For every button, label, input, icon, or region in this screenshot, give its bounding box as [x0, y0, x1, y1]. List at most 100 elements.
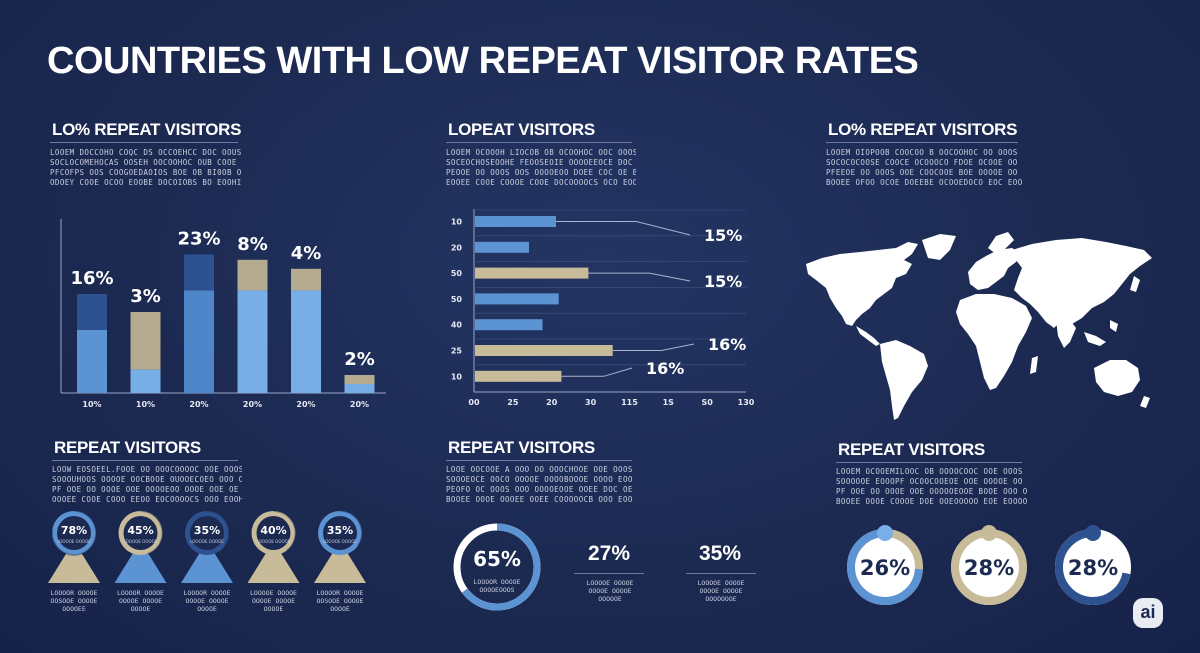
donut-face [955, 533, 1023, 601]
heading-rule [446, 142, 632, 143]
cone-caption: LOOOOR OOOOE OOSOOE OOOOE OOOOE [316, 589, 364, 613]
cone-caption: LOOOOR OOOOE OOOOE OOOOE OOOOE [183, 589, 231, 613]
bar-data-label: 8% [237, 234, 268, 255]
x-tick-label: 20% [189, 400, 208, 409]
donut-label: 28% [964, 556, 1014, 580]
donut-dot [1085, 525, 1101, 541]
north-america-shape [806, 242, 918, 326]
y-tick-label: 50 [451, 269, 463, 278]
cone-caption: LOOOOE OOOOE OOOOE OOOOE OOOOE [250, 589, 297, 613]
x-tick-label: S0 [701, 398, 713, 407]
heading-rule [52, 460, 238, 461]
cone-shape [114, 541, 167, 583]
japan-shape [1130, 276, 1140, 292]
stat-value: 27% [588, 542, 631, 565]
donut-arc [273, 510, 297, 552]
bar-segment [77, 294, 107, 330]
annotation-leader [612, 343, 695, 351]
bar-data-label: 3% [130, 286, 161, 307]
cone-donut-row: 78% LOOOOE OOOOE 45% LOOOOE OOOOE 35% LOOOOE … [48, 510, 366, 583]
section-body: LOOW EOSOEEL.FOOE OO OOOCOOOOC OOE OOOS … [52, 465, 242, 504]
donut-label: 45% [127, 524, 153, 537]
section-heading: LO% REPEAT VISITORS [52, 120, 242, 139]
section-heading: LOPEAT VISITORS [448, 120, 595, 139]
bar [475, 370, 562, 382]
cone-caption: LOOOOR OOOOE OOOOE OOOOE OOOOE [117, 589, 164, 613]
donut-sub: LOOOOE OOOOE [57, 539, 91, 544]
heading-rule [836, 462, 1022, 463]
section-body: LOOEM OCOOEMILOOC OB OOOOCOOC OOE OOOS F… [836, 467, 1028, 506]
new-zealand-shape [1140, 396, 1150, 408]
bar [475, 216, 556, 227]
madagascar-shape [1030, 356, 1038, 374]
horizontal-bar-chart: 10 20 50 50 40 25 10 00 25 20 30 115 1S S0 130 15% 15% 16… [451, 209, 755, 407]
x-tick-label: 10% [136, 400, 155, 409]
y-tick-label: 50 [451, 295, 463, 304]
scandinavia-shape [988, 232, 1014, 254]
x-tick-label: 115 [621, 398, 638, 407]
donut-dot [981, 525, 997, 541]
africa-shape [956, 294, 1032, 390]
section-body: LOOEM DOCCOHO COQC DS OCCOEHCC DOC OOUS … [50, 148, 242, 187]
australia-shape [1094, 360, 1140, 396]
donut-hole [256, 516, 291, 550]
donut-arc [951, 528, 1027, 605]
cone-shape [48, 541, 100, 583]
bar-segment [184, 290, 214, 393]
bar [475, 241, 529, 253]
y-tick-label: 25 [451, 347, 463, 356]
donut-label: 35% [194, 524, 220, 537]
y-tick-label: 10 [451, 218, 463, 227]
bar-data-label: 4% [291, 243, 322, 264]
bar [475, 319, 543, 331]
cone-shape [181, 541, 233, 583]
bar-segment [344, 384, 375, 393]
annotation-label: 15% [704, 272, 742, 291]
bar-data-label: 16% [70, 268, 113, 289]
donut-arc [461, 523, 541, 611]
annotation-leader [556, 221, 691, 236]
x-tick-label: 10% [82, 400, 101, 409]
section-body: LOOEM OIOPOOB COOCOO B OOCOOHOC OO OOOS … [826, 148, 1022, 187]
annotation-label: 16% [708, 335, 746, 354]
donut-label: 65% [473, 547, 521, 571]
page-title: COUNTRIES WITH LOW REPEAT VISITOR RATES [47, 40, 919, 82]
donut-hole [190, 516, 224, 550]
bar-segment [291, 290, 321, 393]
bar-segment [184, 254, 214, 291]
bar-segment [77, 330, 107, 393]
southeast-asia-shape [1084, 332, 1106, 346]
annotation-label: 16% [646, 359, 684, 378]
donut-sub: LOOOOE OOOOE [323, 539, 357, 544]
donut-hole [123, 516, 158, 550]
x-tick-label: 30 [585, 398, 597, 407]
stat-value: 35% [699, 542, 742, 565]
bar-segment [130, 312, 161, 370]
annotation-leader [561, 367, 633, 377]
x-tick-label: 20% [350, 400, 369, 409]
cone-shape [247, 541, 300, 583]
europe-shape [968, 248, 1022, 290]
asia-shape [1012, 238, 1152, 328]
donut-arc [51, 510, 97, 556]
donut-arc [140, 510, 164, 555]
donut-arc [339, 510, 363, 547]
donut-label: 26% [860, 556, 910, 580]
donut-arc [1055, 528, 1131, 605]
section-heading: REPEAT VISITORS [448, 438, 595, 457]
cone-caption: LOOOOR OOOOE OOSOOE OOOOE OOOOEE [50, 589, 98, 613]
donut-hole [57, 516, 91, 550]
section-heading: REPEAT VISITORS [54, 438, 201, 457]
bar [475, 267, 589, 279]
heading-rule [446, 460, 632, 461]
greenland-shape [922, 234, 956, 260]
bar-segment [237, 259, 268, 291]
donut-face [851, 533, 919, 601]
annotation-label: 15% [704, 226, 742, 245]
x-tick-label: 00 [468, 398, 480, 407]
bar [475, 293, 559, 305]
heading-rule [826, 142, 1018, 143]
donut-label: 35% [327, 524, 353, 537]
bar-segment [237, 290, 268, 393]
world-map [806, 232, 1152, 420]
